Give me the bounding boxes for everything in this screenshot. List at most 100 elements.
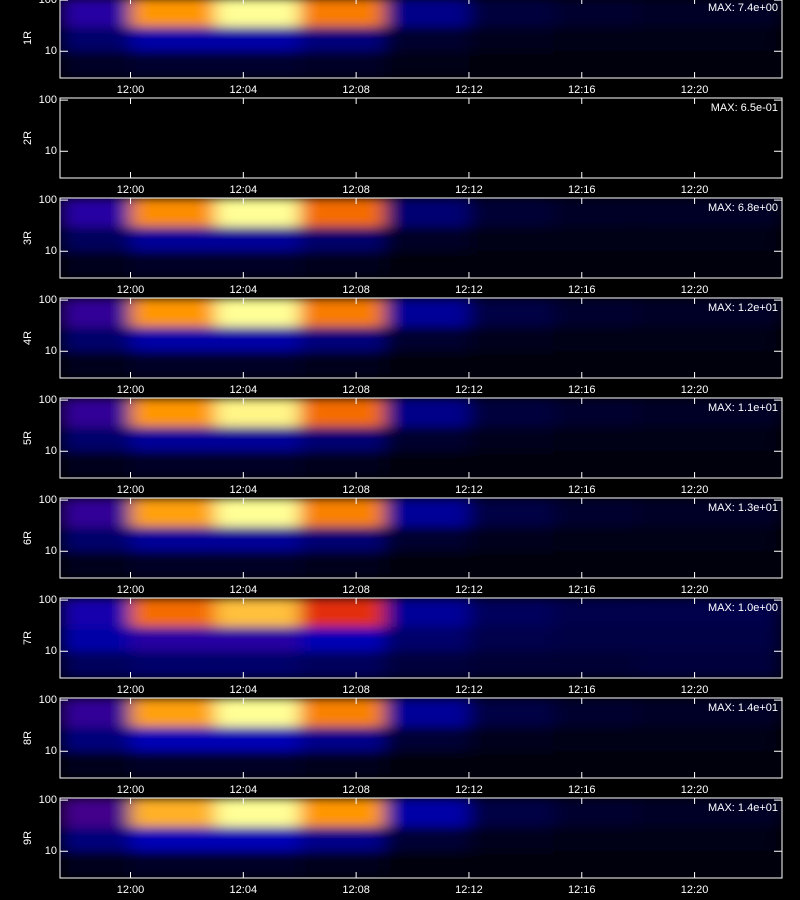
- x-tick-label: 12:00: [117, 884, 145, 896]
- x-tick-label: 12:12: [455, 784, 483, 796]
- heat-cell: [384, 551, 469, 578]
- heat-cell: [468, 798, 554, 827]
- panel-label: 7R: [22, 631, 34, 645]
- x-tick-label: 12:16: [568, 484, 596, 496]
- heat-cell: [553, 26, 639, 52]
- x-tick-label: 12:00: [117, 484, 145, 496]
- heat-cell: [299, 598, 385, 627]
- heat-cell: [384, 598, 469, 627]
- heat-cell: [60, 351, 131, 378]
- x-tick-label: 12:08: [342, 184, 370, 196]
- x-tick-label: 12:04: [230, 384, 258, 396]
- y-tick-label: 100: [39, 94, 57, 106]
- heat-cell: [384, 426, 469, 452]
- heat-cell: [130, 126, 216, 152]
- heat-cell: [384, 151, 469, 178]
- heat-cell: [130, 851, 216, 878]
- x-tick-label: 12:08: [342, 784, 370, 796]
- heat-cell: [468, 251, 554, 278]
- panel-label: 6R: [22, 531, 34, 545]
- heat-cell: [299, 498, 385, 527]
- heat-cell: [130, 326, 216, 352]
- heat-cell: [553, 626, 639, 652]
- heat-cell: [468, 426, 554, 452]
- heat-cell: [468, 726, 554, 752]
- y-tick-label: 100: [39, 494, 57, 506]
- heat-cell: [468, 98, 554, 127]
- max-label: MAX: 1.3e+01: [708, 502, 778, 514]
- heat-cell: [553, 126, 639, 152]
- heat-cell: [384, 251, 469, 278]
- heat-cell: [130, 698, 216, 727]
- heat-cell: [60, 526, 131, 552]
- plot-frame: [59, 97, 783, 179]
- heat-area: [60, 498, 782, 578]
- max-label: MAX: 7.4e+00: [708, 2, 778, 14]
- x-tick-label: 12:04: [230, 884, 258, 896]
- x-tick-label: 12:08: [342, 884, 370, 896]
- heat-cell: [60, 651, 131, 678]
- heat-cell: [130, 351, 216, 378]
- heat-cells: [60, 298, 782, 378]
- panel-label: 5R: [22, 431, 34, 445]
- heat-cells: [60, 398, 782, 478]
- y-tick-label: 100: [39, 194, 57, 206]
- panel-label: 3R: [22, 231, 34, 245]
- x-tick-label: 12:16: [568, 84, 596, 96]
- heat-cell: [384, 226, 469, 252]
- x-tick-label: 12:16: [568, 284, 596, 296]
- heat-cell: [130, 726, 216, 752]
- heat-cell: [60, 826, 131, 852]
- heat-cell: [468, 526, 554, 552]
- heat-cell: [299, 451, 385, 478]
- heat-cell: [638, 451, 782, 478]
- heat-cell: [638, 226, 782, 252]
- heat-cell: [60, 251, 131, 278]
- heat-cell: [468, 0, 554, 27]
- panel-label: 4R: [22, 331, 34, 345]
- heat-cell: [299, 26, 385, 52]
- heat-cell: [553, 751, 639, 778]
- heat-cell: [215, 226, 300, 252]
- heat-cell: [638, 751, 782, 778]
- y-tick-label: 10: [45, 345, 57, 357]
- heat-cell: [553, 851, 639, 878]
- y-tick-label: 10: [45, 445, 57, 457]
- heat-cell: [384, 526, 469, 552]
- heat-cell: [299, 126, 385, 152]
- heat-cell: [638, 0, 782, 27]
- heat-cell: [60, 51, 131, 78]
- x-tick-label: 12:12: [455, 384, 483, 396]
- heat-cell: [130, 651, 216, 678]
- x-tick-label: 12:16: [568, 784, 596, 796]
- heat-cell: [299, 251, 385, 278]
- heat-cell: [638, 98, 782, 127]
- x-tick-label: 12:20: [681, 484, 709, 496]
- y-tick-label: 100: [39, 294, 57, 306]
- x-tick-label: 12:04: [230, 484, 258, 496]
- max-label: MAX: 6.8e+00: [708, 202, 778, 214]
- heat-cell: [130, 526, 216, 552]
- heat-cell: [468, 326, 554, 352]
- x-tick-label: 12:04: [230, 684, 258, 696]
- heat-cell: [299, 151, 385, 178]
- heat-cell: [553, 426, 639, 452]
- heat-cell: [638, 426, 782, 452]
- heat-cell: [638, 598, 782, 627]
- heat-cell: [215, 151, 300, 178]
- heat-cell: [468, 51, 554, 78]
- heat-cell: [60, 598, 131, 627]
- heat-cell: [60, 726, 131, 752]
- max-label: MAX: 1.2e+01: [708, 302, 778, 314]
- panel-label: 9R: [22, 831, 34, 845]
- heat-cell: [384, 851, 469, 878]
- heat-cell: [384, 126, 469, 152]
- max-label: MAX: 6.5e-01: [711, 102, 778, 114]
- heat-cell: [60, 798, 131, 827]
- heat-cell: [130, 398, 216, 427]
- heat-cell: [468, 551, 554, 578]
- heat-cell: [553, 351, 639, 378]
- x-tick-label: 12:08: [342, 684, 370, 696]
- heat-cell: [60, 698, 131, 727]
